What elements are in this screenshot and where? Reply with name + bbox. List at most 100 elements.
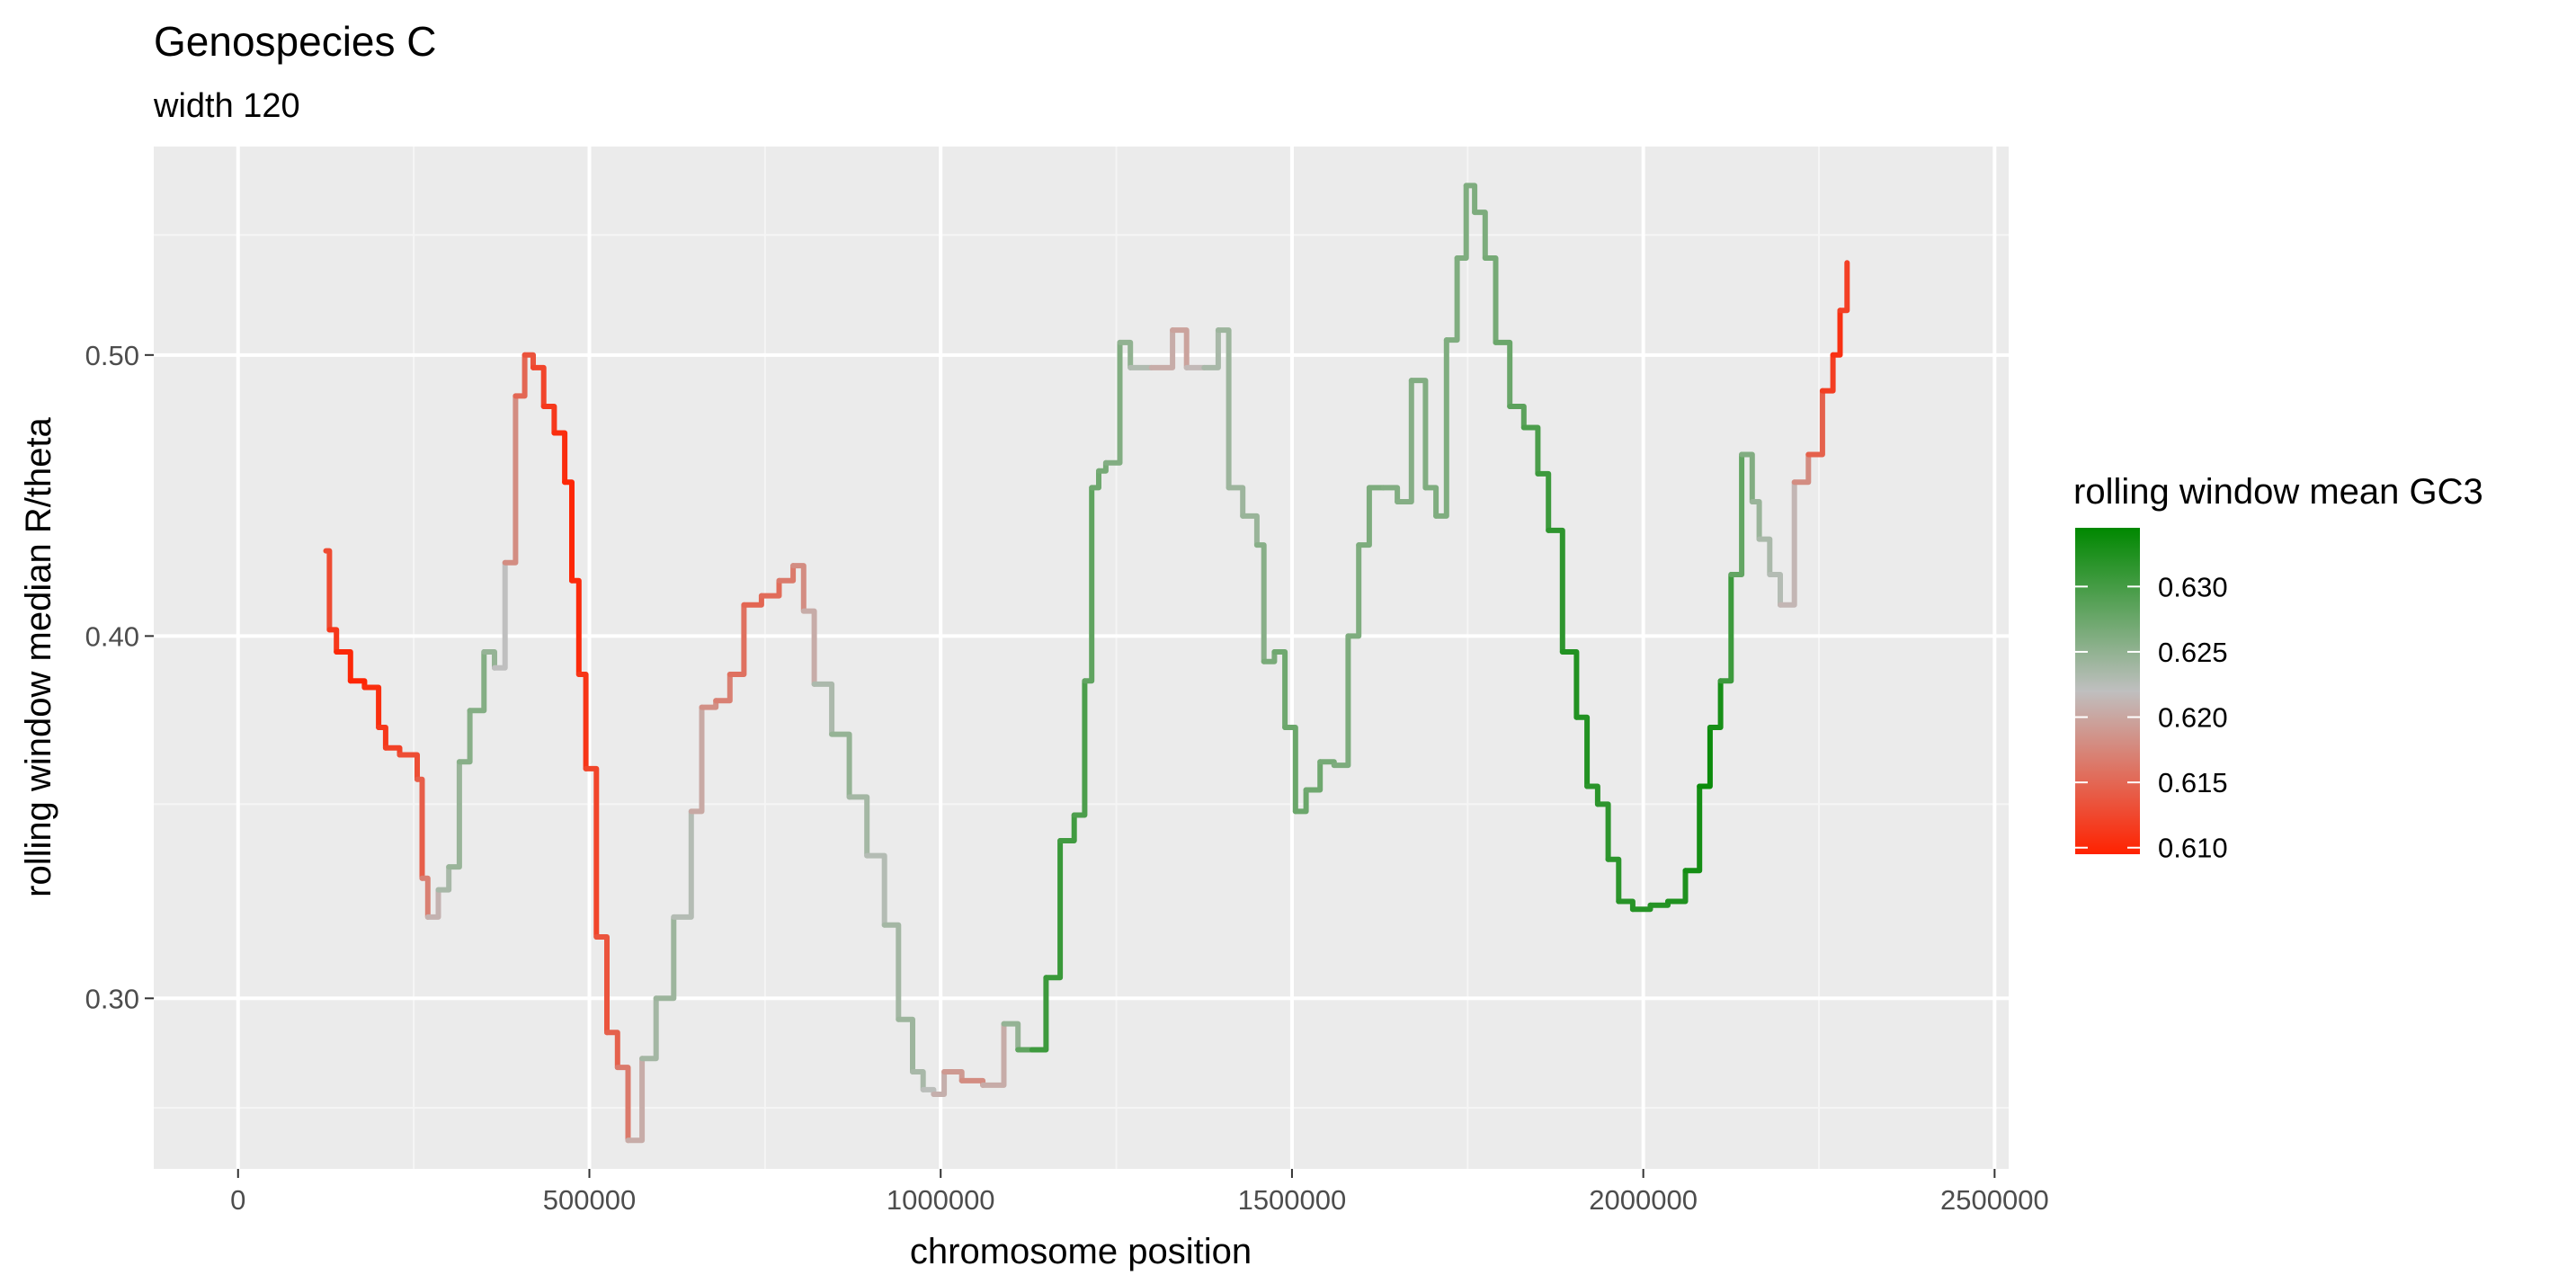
line-segment	[361, 684, 382, 730]
x-tick-label: 1500000	[1238, 1184, 1347, 1216]
line-segment	[1201, 327, 1221, 370]
x-tick-label: 2000000	[1589, 1184, 1698, 1216]
data-line	[323, 183, 1850, 1144]
line-segment	[1605, 856, 1622, 905]
legend-tick-label: 0.625	[2158, 637, 2228, 668]
line-segment	[1454, 183, 1469, 261]
line-segment	[829, 731, 852, 800]
line-segment	[910, 1069, 926, 1092]
line-segment	[1043, 838, 1064, 981]
y-axis-ticks: 0.30 0.40 0.50	[85, 340, 154, 1014]
line-segment	[1443, 255, 1460, 343]
line-segment	[776, 563, 797, 584]
line-segment	[931, 1069, 948, 1097]
line-segment	[1665, 868, 1689, 905]
line-segment	[562, 479, 575, 584]
line-segment	[521, 352, 536, 370]
line-segment	[1767, 572, 1783, 608]
line-segment	[980, 1021, 1007, 1088]
line-segment	[1029, 975, 1049, 1053]
legend-colorbar	[2075, 528, 2140, 854]
line-segment	[1463, 183, 1478, 216]
line-segment	[1117, 339, 1134, 370]
legend-tick-label: 0.610	[2158, 833, 2228, 864]
line-segment	[1422, 485, 1440, 519]
line-segment	[604, 1030, 620, 1071]
line-segment	[1408, 378, 1429, 491]
line-segment	[1819, 352, 1836, 394]
line-segment	[1520, 424, 1541, 477]
line-segment	[569, 577, 582, 677]
line-segment	[1482, 255, 1499, 345]
line-segment	[1594, 801, 1611, 862]
line-segment	[614, 1065, 631, 1144]
line-segment	[1148, 327, 1176, 370]
line-segment	[1395, 378, 1414, 504]
x-tick-label: 1000000	[887, 1184, 995, 1216]
line-segment	[1345, 542, 1362, 639]
line-segment	[713, 672, 733, 704]
line-segment	[376, 725, 388, 751]
line-segment	[323, 548, 333, 633]
line-segment	[1707, 678, 1724, 730]
line-segment	[551, 430, 568, 486]
line-segment	[467, 649, 487, 714]
y-tick-label: 0.40	[85, 620, 139, 652]
line-segment	[790, 563, 807, 614]
line-segment	[1292, 787, 1309, 815]
line-segment	[1089, 468, 1101, 491]
line-segment	[593, 934, 610, 1036]
line-segment	[881, 922, 902, 1022]
line-segment	[625, 1056, 646, 1144]
y-tick-label: 0.50	[85, 340, 139, 371]
x-tick-label: 2500000	[1940, 1184, 2049, 1216]
legend-tick-label: 0.615	[2158, 767, 2228, 798]
line-segment	[1240, 513, 1260, 548]
line-segment	[1682, 783, 1703, 874]
line-segment	[492, 559, 508, 671]
line-segment	[653, 914, 677, 1002]
line-segment	[1170, 327, 1190, 370]
chart-title: Genospecies C	[154, 18, 437, 65]
legend-title: rolling window mean GC3	[2073, 472, 2483, 512]
chart-subtitle: width 120	[153, 87, 300, 125]
line-segment	[575, 672, 589, 771]
line-segment	[1253, 542, 1267, 664]
legend-tick-label: 0.630	[2158, 571, 2228, 602]
line-segment	[758, 577, 782, 599]
line-segment	[1756, 536, 1773, 577]
line-segment	[726, 602, 747, 677]
line-segment	[1082, 485, 1095, 684]
line-segment	[1493, 339, 1513, 409]
line-segment	[1271, 649, 1288, 730]
line-segment	[1356, 485, 1372, 548]
line-segment	[1226, 485, 1246, 519]
line-segment	[583, 765, 600, 940]
line-segment	[811, 681, 835, 737]
line-segment	[1749, 499, 1762, 542]
line-segment	[397, 752, 420, 782]
line-segment	[1791, 451, 1812, 486]
line-segment	[419, 875, 431, 920]
line-segment	[1739, 451, 1755, 504]
line-segment	[941, 1069, 965, 1083]
line-segment	[639, 995, 659, 1062]
line-segment	[846, 794, 870, 859]
line-segment	[414, 776, 425, 881]
x-tick-label: 0	[230, 1184, 245, 1216]
line-segment	[1559, 649, 1580, 720]
line-segment	[456, 708, 473, 765]
legend-ticks: 0.610 0.615 0.620 0.625 0.630	[2075, 571, 2228, 864]
line-segment	[1805, 388, 1825, 458]
gridlines	[154, 147, 2009, 1169]
line-segment	[334, 649, 353, 684]
line-segment	[435, 864, 452, 893]
line-segment	[1071, 678, 1088, 818]
line-segment	[800, 608, 817, 687]
line-segment	[864, 852, 887, 928]
line-segment	[1303, 759, 1324, 793]
y-axis-title: rolling window median R/theta	[19, 416, 58, 896]
line-segment	[1331, 633, 1351, 769]
line-segment	[1057, 812, 1077, 843]
